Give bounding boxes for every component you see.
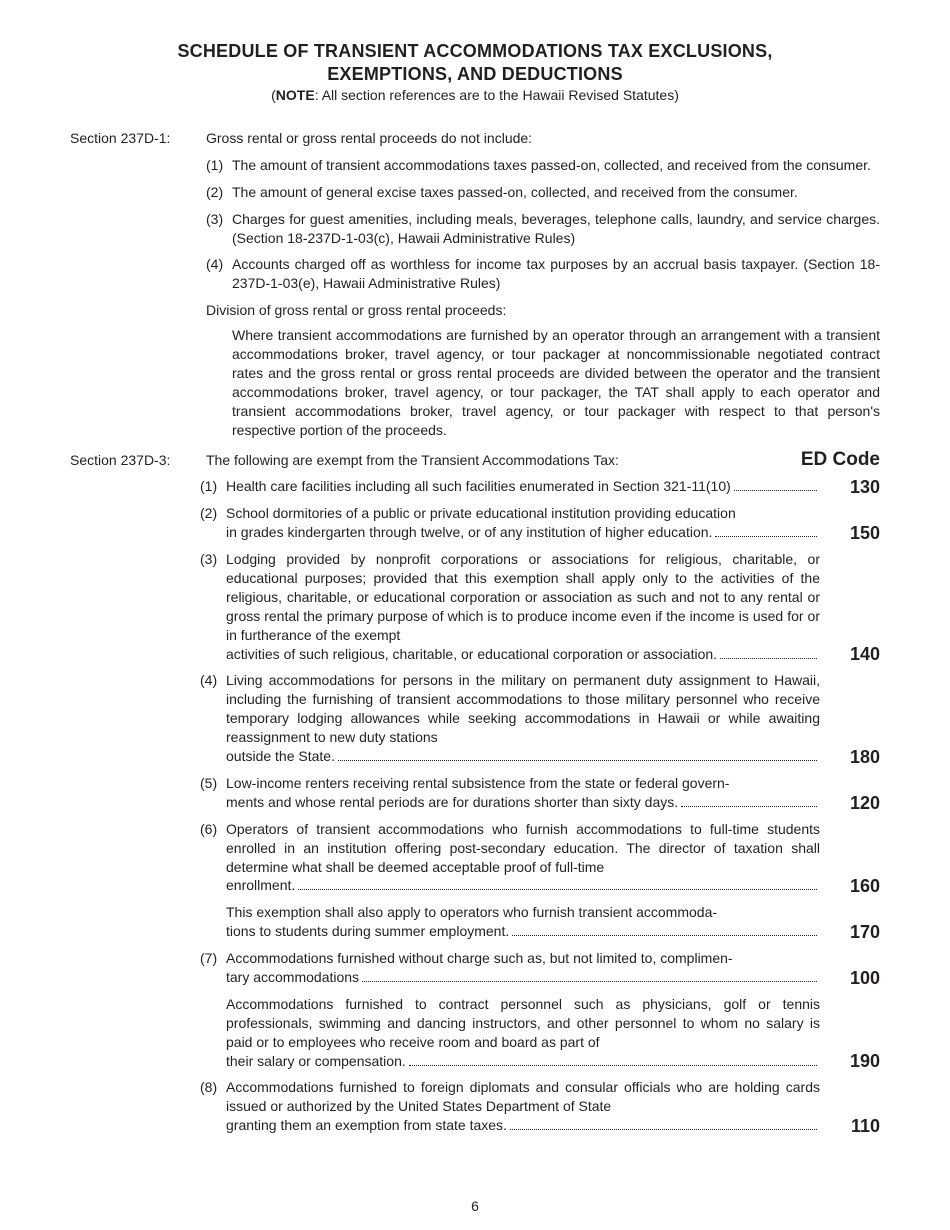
item-number: (3) bbox=[206, 210, 232, 248]
item-text: Accounts charged off as worthless for in… bbox=[232, 255, 880, 293]
item-number: (1) bbox=[206, 156, 232, 175]
item-text: Charges for guest amenities, including m… bbox=[232, 210, 880, 248]
item-number bbox=[200, 995, 226, 1071]
ed-code-value: 110 bbox=[820, 1117, 880, 1135]
list-item: (4)Accounts charged off as worthless for… bbox=[206, 255, 880, 293]
item-text: School dormitories of a public or privat… bbox=[226, 504, 820, 542]
section-label: Section 237D-1: bbox=[70, 129, 206, 148]
ed-code-value: 170 bbox=[820, 923, 880, 941]
item-number: (2) bbox=[200, 504, 226, 542]
page-title: SCHEDULE OF TRANSIENT ACCOMMODATIONS TAX… bbox=[70, 40, 880, 85]
ed-code-value: 100 bbox=[820, 969, 880, 987]
ed-code-header: ED Code bbox=[790, 449, 880, 471]
item-text: Accommodations furnished without charge … bbox=[226, 949, 820, 987]
ed-list-item: Accommodations furnished to contract per… bbox=[70, 995, 880, 1071]
item-number: (4) bbox=[200, 671, 226, 765]
item-number: (4) bbox=[206, 255, 232, 293]
item-number: (8) bbox=[200, 1078, 226, 1135]
item-text: Operators of transient accommodations wh… bbox=[226, 820, 820, 896]
ed-list-item: (4)Living accommodations for persons in … bbox=[70, 671, 880, 765]
section-237d-3-header: Section 237D-3: The following are exempt… bbox=[70, 449, 880, 471]
ed-list-item: (5)Low-income renters receiving rental s… bbox=[70, 774, 880, 812]
list-item: (1)The amount of transient accommodation… bbox=[206, 156, 880, 175]
ed-list-item: (7)Accommodations furnished without char… bbox=[70, 949, 880, 987]
page-number: 6 bbox=[0, 1198, 950, 1214]
ed-code-value: 150 bbox=[820, 524, 880, 542]
item-text: Lodging provided by nonprofit corporatio… bbox=[226, 550, 820, 663]
item-text: This exemption shall also apply to opera… bbox=[226, 903, 820, 941]
ed-code-value: 180 bbox=[820, 748, 880, 766]
ed-code-value: 160 bbox=[820, 877, 880, 895]
item-number: (1) bbox=[200, 477, 226, 496]
ed-list-item: This exemption shall also apply to opera… bbox=[70, 903, 880, 941]
item-number: (7) bbox=[200, 949, 226, 987]
ed-list-item: (6)Operators of transient accommodations… bbox=[70, 820, 880, 896]
title-line-1: SCHEDULE OF TRANSIENT ACCOMMODATIONS TAX… bbox=[177, 41, 772, 61]
division-body-text: Where transient accommodations are furni… bbox=[206, 326, 880, 439]
item-number bbox=[200, 903, 226, 941]
item-text: Low-income renters receiving rental subs… bbox=[226, 774, 820, 812]
ed-code-value: 190 bbox=[820, 1052, 880, 1070]
item-text: The amount of transient accommodations t… bbox=[232, 156, 880, 175]
list-item: (3)Charges for guest amenities, includin… bbox=[206, 210, 880, 248]
section-237d-1-list: (1)The amount of transient accommodation… bbox=[70, 156, 880, 450]
item-number: (2) bbox=[206, 183, 232, 202]
ed-list-item: (8)Accommodations furnished to foreign d… bbox=[70, 1078, 880, 1135]
item-number: (3) bbox=[200, 550, 226, 663]
item-text: Health care facilities including all suc… bbox=[226, 477, 820, 496]
section-intro: The following are exempt from the Transi… bbox=[206, 452, 790, 468]
division-heading: Division of gross rental or gross rental… bbox=[206, 301, 880, 320]
title-line-2: EXEMPTIONS, AND DEDUCTIONS bbox=[327, 64, 623, 84]
ed-code-value: 130 bbox=[820, 478, 880, 496]
ed-list-item: (2)School dormitories of a public or pri… bbox=[70, 504, 880, 542]
section-intro: Gross rental or gross rental proceeds do… bbox=[206, 129, 880, 148]
item-text: Accommodations furnished to foreign dipl… bbox=[226, 1078, 820, 1135]
section-237d-1-header: Section 237D-1: Gross rental or gross re… bbox=[70, 129, 880, 148]
item-text: Accommodations furnished to contract per… bbox=[226, 995, 820, 1071]
item-text: Living accommodations for persons in the… bbox=[226, 671, 820, 765]
item-number: (5) bbox=[200, 774, 226, 812]
ed-list-item: (1)Health care facilities including all … bbox=[70, 477, 880, 496]
list-item: (2)The amount of general excise taxes pa… bbox=[206, 183, 880, 202]
section-label: Section 237D-3: bbox=[70, 452, 206, 468]
note-line: (NOTE: All section references are to the… bbox=[70, 87, 880, 103]
item-number: (6) bbox=[200, 820, 226, 896]
ed-code-value: 140 bbox=[820, 645, 880, 663]
ed-list-item: (3)Lodging provided by nonprofit corpora… bbox=[70, 550, 880, 663]
ed-code-value: 120 bbox=[820, 794, 880, 812]
item-text: The amount of general excise taxes passe… bbox=[232, 183, 880, 202]
